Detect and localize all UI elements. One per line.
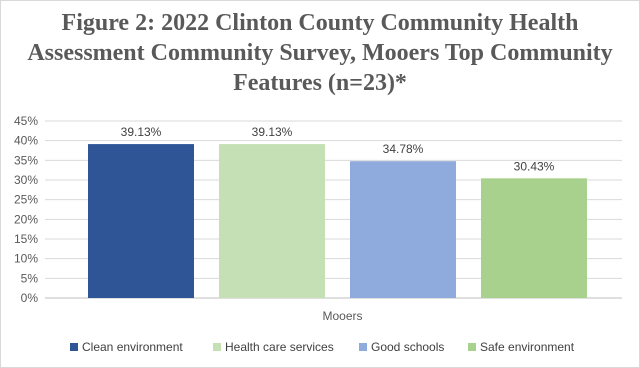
x-category-label: Mooers <box>322 309 362 323</box>
bar <box>88 144 194 298</box>
y-tick-label: 15% <box>14 232 38 246</box>
legend-swatch <box>213 343 221 351</box>
legend-entry: Clean environment <box>82 340 183 354</box>
bars <box>88 144 587 298</box>
legend-swatch <box>70 343 78 351</box>
legend: Clean environment Health care services Goo… <box>70 340 575 354</box>
y-tick-label: 20% <box>14 212 38 226</box>
data-labels: 39.13% 39.13% 34.78% 30.43% <box>121 125 555 173</box>
bar <box>481 178 587 298</box>
y-tick-label: 10% <box>14 252 38 266</box>
y-tick-label: 45% <box>14 114 38 128</box>
y-tick-label: 25% <box>14 193 38 207</box>
legend-entry: Safe environment <box>480 340 575 354</box>
y-axis-ticks: 0% 5% 10% 15% 20% 25% 30% 35% 40% 45% <box>14 114 38 305</box>
data-label: 30.43% <box>514 159 555 173</box>
x-axis-categories: Mooers <box>322 309 362 323</box>
y-tick-label: 0% <box>21 291 39 305</box>
legend-swatch <box>468 343 476 351</box>
bar <box>219 144 325 298</box>
legend-swatch <box>359 343 367 351</box>
y-tick-label: 35% <box>14 153 38 167</box>
data-label: 34.78% <box>383 142 424 156</box>
y-tick-label: 5% <box>21 271 39 285</box>
data-label: 39.13% <box>252 125 293 139</box>
y-tick-label: 30% <box>14 173 38 187</box>
data-label: 39.13% <box>121 125 162 139</box>
chart-title: Figure 2: 2022 Clinton County Community … <box>27 10 613 96</box>
legend-entry: Good schools <box>371 340 444 354</box>
bar <box>350 161 456 298</box>
legend-entry: Health care services <box>225 340 334 354</box>
y-tick-label: 40% <box>14 134 38 148</box>
